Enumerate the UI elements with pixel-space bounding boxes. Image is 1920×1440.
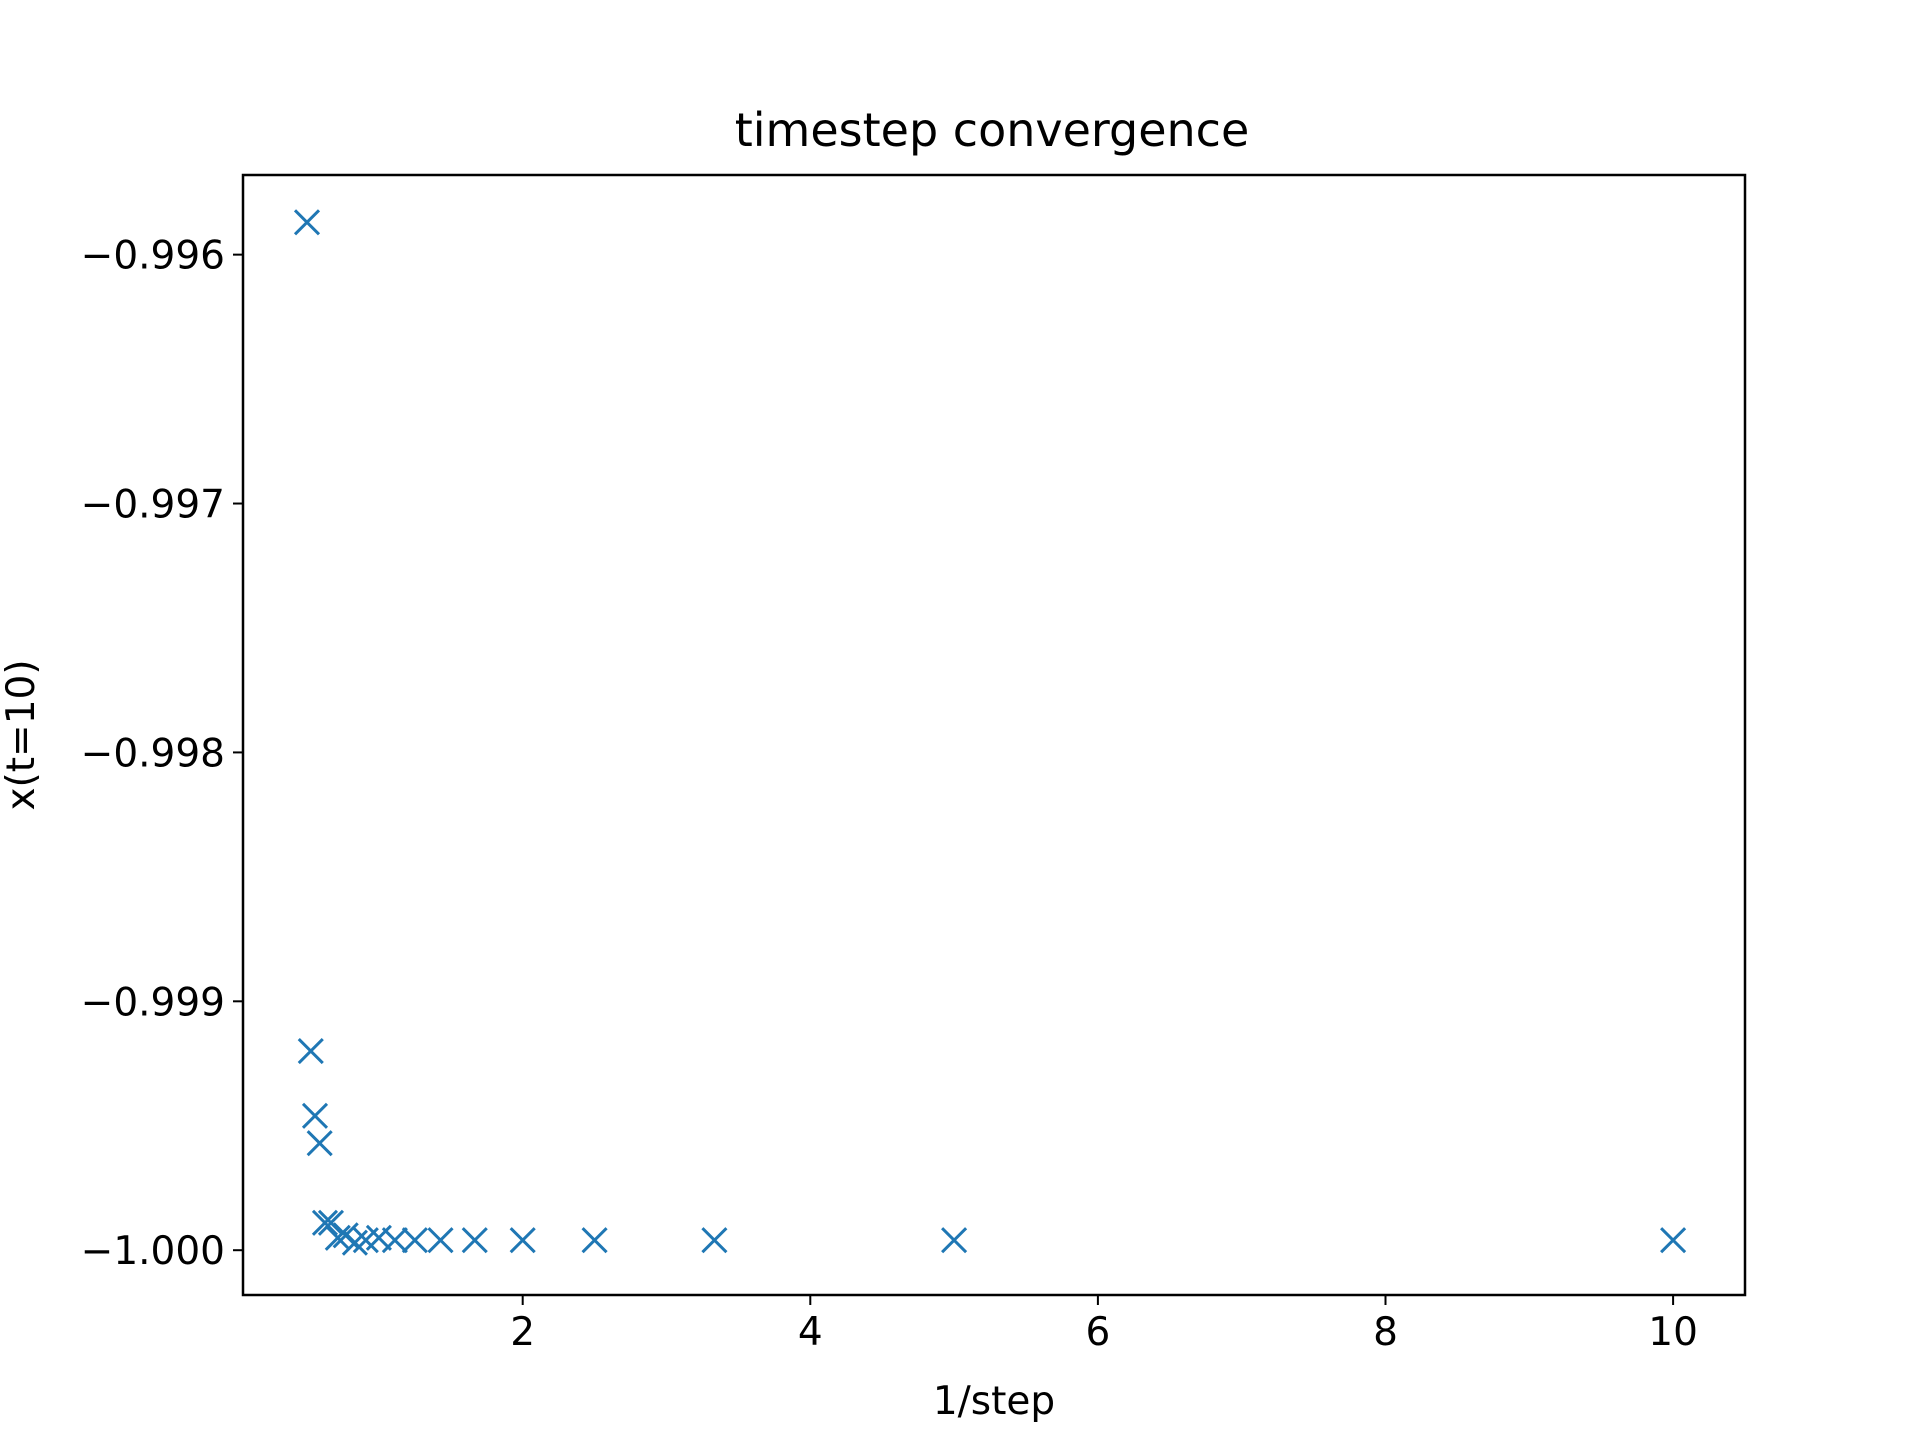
- y-tick-label: −1.000: [81, 1229, 225, 1274]
- x-tick-label: 8: [1373, 1310, 1398, 1355]
- data-point-marker: [341, 1229, 368, 1256]
- x-tick-label: 2: [510, 1310, 535, 1355]
- plot-area-frame: [241, 173, 1747, 1297]
- data-point-marker: [293, 209, 321, 236]
- data-point-marker: [401, 1227, 428, 1254]
- data-point-marker: [581, 1227, 608, 1254]
- data-point-marker: [941, 1227, 968, 1254]
- data-points: [293, 209, 1687, 1256]
- x-axis-label: 1/step: [933, 1379, 1055, 1424]
- y-tick-label: −0.998: [81, 731, 225, 776]
- y-tick-label: −0.996: [81, 234, 225, 279]
- data-point-marker: [297, 1038, 324, 1065]
- data-point-marker: [324, 1224, 351, 1251]
- x-tick-label: 10: [1648, 1310, 1698, 1355]
- data-point-marker: [509, 1227, 536, 1254]
- y-tick-label: −0.999: [81, 980, 225, 1025]
- data-point-marker: [301, 1102, 329, 1129]
- data-point-marker: [701, 1227, 728, 1254]
- x-tick-label: 6: [1085, 1310, 1110, 1355]
- data-point-marker: [306, 1130, 333, 1157]
- axis-ticks: 2 4 6 8 10 −1.000 −0.999 −0.998 −0.997 −0.996: [81, 234, 1698, 1355]
- y-axis-label: x(t=10): [0, 659, 44, 810]
- data-point-marker: [381, 1227, 408, 1254]
- chart-title: timestep convergence: [735, 103, 1250, 157]
- data-point-marker: [317, 1209, 345, 1236]
- y-tick-label: −0.997: [81, 483, 225, 528]
- data-point-marker: [1660, 1227, 1687, 1254]
- data-point-marker: [365, 1224, 392, 1251]
- data-point-marker: [461, 1227, 488, 1254]
- data-point-marker: [427, 1227, 454, 1254]
- x-tick-label: 4: [798, 1310, 823, 1355]
